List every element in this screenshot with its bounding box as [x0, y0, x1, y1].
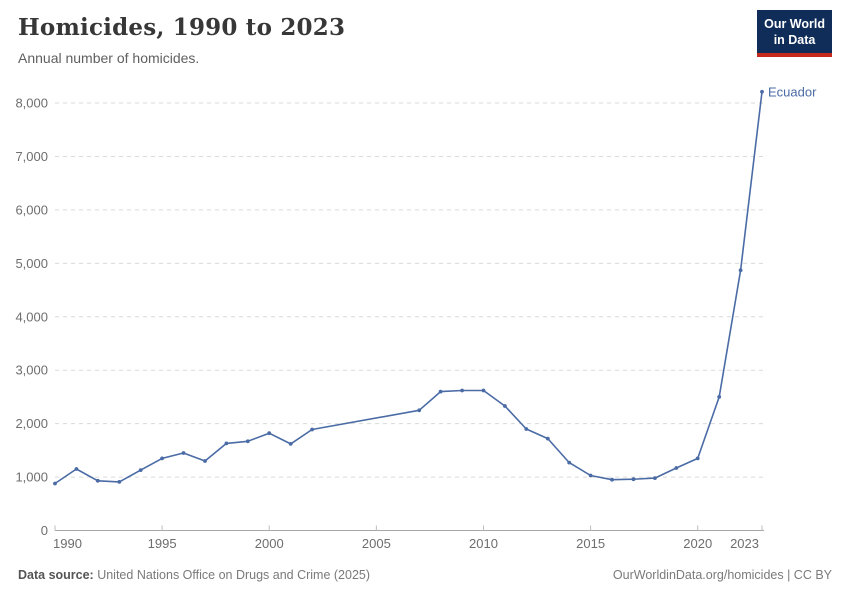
data-point-2017[interactable]	[631, 477, 636, 482]
y-axis-tick-label: 5,000	[15, 256, 48, 271]
data-point-2002[interactable]	[310, 427, 314, 432]
y-axis-tick-label: 2,000	[15, 416, 48, 431]
y-axis-tick-label: 1,000	[15, 470, 48, 485]
chart-header: Homicides, 1990 to 2023 Annual number of…	[18, 14, 345, 66]
data-point-2016[interactable]	[610, 477, 614, 482]
data-point-1994[interactable]	[138, 468, 143, 472]
data-point-1990[interactable]	[53, 481, 57, 486]
x-axis-tick-label: 2010	[469, 536, 498, 551]
data-point-1997[interactable]	[203, 459, 207, 463]
y-axis-tick-label: 8,000	[15, 96, 48, 111]
attribution-text: OurWorldinData.org/homicides | CC BY	[612, 568, 832, 582]
data-point-2013[interactable]	[545, 436, 550, 441]
data-point-1998[interactable]	[224, 441, 229, 446]
owid-logo[interactable]: Our World in Data	[757, 10, 832, 57]
y-axis-tick-label: 4,000	[15, 309, 48, 324]
owid-logo-line2: in Data	[773, 33, 816, 48]
data-point-1999[interactable]	[245, 439, 250, 444]
data-point-2021[interactable]	[717, 395, 722, 399]
data-point-2015[interactable]	[588, 473, 593, 478]
data-point-2020[interactable]	[695, 456, 700, 461]
x-axis-tick-label: 2023	[730, 536, 759, 551]
data-point-2000[interactable]	[267, 431, 272, 436]
data-point-2012[interactable]	[524, 427, 529, 431]
series-end-label[interactable]: Ecuador	[768, 84, 817, 99]
data-point-2018[interactable]	[653, 476, 657, 480]
data-source-label: Data source:	[18, 568, 94, 582]
data-point-2001[interactable]	[288, 442, 293, 446]
y-axis-tick-label: 6,000	[15, 202, 48, 217]
y-axis-tick-label: 0	[41, 523, 48, 538]
data-source-value: United Nations Office on Drugs and Crime…	[93, 568, 371, 582]
data-point-2008[interactable]	[438, 389, 443, 394]
data-point-2011[interactable]	[503, 404, 507, 408]
data-source-text: Data source: United Nations Office on Dr…	[18, 568, 370, 582]
data-point-2022[interactable]	[738, 268, 743, 273]
page-title: Homicides, 1990 to 2023	[18, 14, 346, 41]
series-line-ecuador	[54, 91, 763, 485]
data-point-2009[interactable]	[460, 388, 464, 393]
page-subtitle: Annual number of homicides.	[18, 50, 200, 66]
data-point-1991[interactable]	[74, 467, 79, 471]
data-point-2019[interactable]	[674, 466, 679, 470]
owid-logo-line1: Our World	[764, 17, 825, 31]
data-point-1992[interactable]	[95, 478, 100, 483]
data-point-1995[interactable]	[160, 456, 165, 461]
data-point-2007[interactable]	[417, 408, 422, 413]
y-axis-tick-label: 3,000	[15, 363, 48, 378]
x-axis-tick-label: 2015	[576, 536, 605, 551]
data-point-2023[interactable]	[760, 89, 764, 94]
x-axis-tick-label: 1990	[53, 536, 82, 551]
chart-footer: Data source: United Nations Office on Dr…	[18, 568, 832, 582]
data-point-1993[interactable]	[117, 480, 122, 484]
y-axis-tick-label: 7,000	[15, 149, 48, 164]
x-axis-tick-label: 1995	[148, 536, 177, 551]
x-axis-tick-label: 2020	[683, 536, 712, 551]
data-point-2010[interactable]	[481, 388, 486, 393]
x-axis-tick-label: 2005	[362, 536, 391, 551]
data-point-2014[interactable]	[567, 460, 572, 465]
data-point-1996[interactable]	[181, 451, 186, 455]
x-axis-tick-label: 2000	[255, 536, 284, 551]
